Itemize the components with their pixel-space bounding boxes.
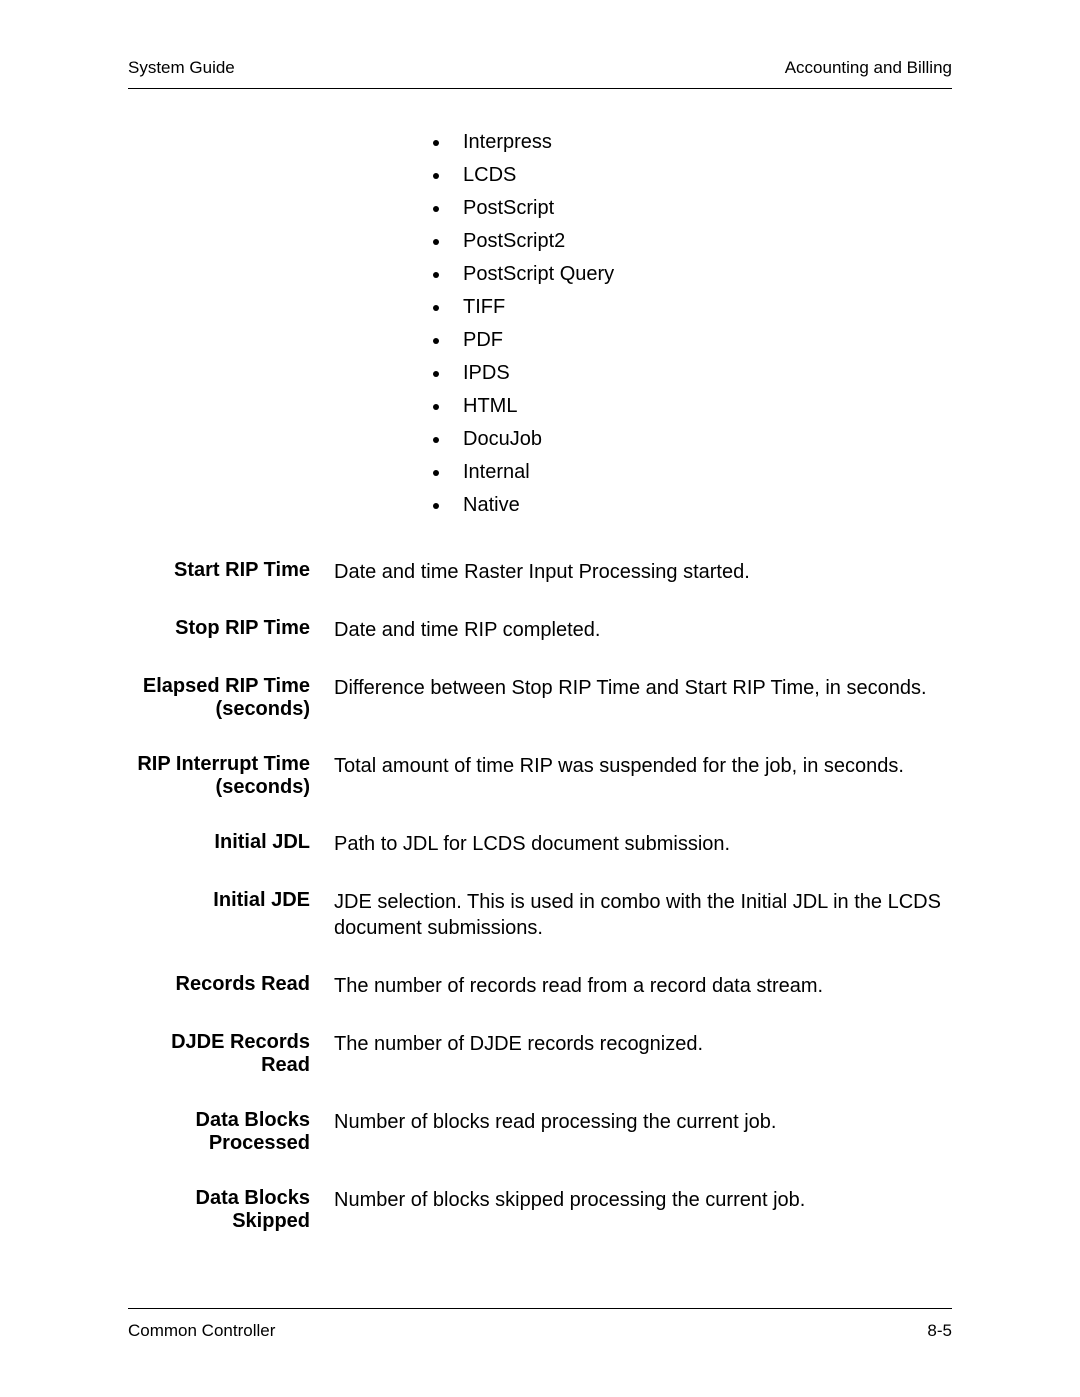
bullet-text: PostScript xyxy=(463,197,554,220)
bullet-text: PDF xyxy=(463,329,503,352)
list-item: LCDS xyxy=(433,164,952,187)
definition-row: Start RIP Time Date and time Raster Inpu… xyxy=(128,559,952,585)
footer-left: Common Controller xyxy=(128,1321,275,1341)
definition-row: Data Blocks Skipped Number of blocks ski… xyxy=(128,1187,952,1233)
header-left: System Guide xyxy=(128,58,235,78)
bullet-icon xyxy=(433,371,439,377)
definition-term: Data Blocks Processed xyxy=(128,1109,310,1155)
list-item: PostScript xyxy=(433,197,952,220)
definition-row: Initial JDE JDE selection. This is used … xyxy=(128,889,952,941)
bullet-icon xyxy=(433,503,439,509)
definition-term: DJDE Records Read xyxy=(128,1031,310,1077)
page-header: System Guide Accounting and Billing xyxy=(128,58,952,89)
bullet-text: TIFF xyxy=(463,296,505,319)
bullet-icon xyxy=(433,437,439,443)
header-right: Accounting and Billing xyxy=(785,58,952,78)
definition-description: Date and time Raster Input Processing st… xyxy=(310,559,952,585)
list-item: PostScript2 xyxy=(433,230,952,253)
bullet-text: PostScript Query xyxy=(463,263,614,286)
list-item: HTML xyxy=(433,395,952,418)
definition-row: Data Blocks Processed Number of blocks r… xyxy=(128,1109,952,1155)
definition-description: Path to JDL for LCDS document submission… xyxy=(310,831,952,857)
definition-row: Elapsed RIP Time (seconds) Difference be… xyxy=(128,675,952,721)
list-item: Interpress xyxy=(433,131,952,154)
definition-description: Difference between Stop RIP Time and Sta… xyxy=(310,675,952,721)
bullet-text: DocuJob xyxy=(463,428,542,451)
definition-term: RIP Interrupt Time (seconds) xyxy=(128,753,310,799)
definition-description: Total amount of time RIP was suspended f… xyxy=(310,753,952,799)
definition-row: Records Read The number of records read … xyxy=(128,973,952,999)
definition-description: The number of records read from a record… xyxy=(310,973,952,999)
bullet-text: IPDS xyxy=(463,362,510,385)
bullet-icon xyxy=(433,404,439,410)
definition-term: Stop RIP Time xyxy=(128,617,310,643)
bullet-icon xyxy=(433,173,439,179)
list-item: TIFF xyxy=(433,296,952,319)
bullet-icon xyxy=(433,470,439,476)
definition-row: DJDE Records Read The number of DJDE rec… xyxy=(128,1031,952,1077)
definition-row: Stop RIP Time Date and time RIP complete… xyxy=(128,617,952,643)
definition-term: Initial JDE xyxy=(128,889,310,941)
list-item: PDF xyxy=(433,329,952,352)
definition-term: Elapsed RIP Time (seconds) xyxy=(128,675,310,721)
bullet-icon xyxy=(433,338,439,344)
bullet-text: Native xyxy=(463,494,520,517)
page-content: Interpress LCDS PostScript PostScript2 P… xyxy=(128,89,952,1233)
bullet-icon xyxy=(433,140,439,146)
bullet-icon xyxy=(433,206,439,212)
list-item: Internal xyxy=(433,461,952,484)
bullet-text: PostScript2 xyxy=(463,230,565,253)
bullet-text: Interpress xyxy=(463,131,552,154)
bullet-icon xyxy=(433,305,439,311)
bullet-list: Interpress LCDS PostScript PostScript2 P… xyxy=(433,131,952,517)
list-item: IPDS xyxy=(433,362,952,385)
definition-row: Initial JDL Path to JDL for LCDS documen… xyxy=(128,831,952,857)
bullet-icon xyxy=(433,239,439,245)
definition-term: Initial JDL xyxy=(128,831,310,857)
definition-description: JDE selection. This is used in combo wit… xyxy=(310,889,952,941)
list-item: Native xyxy=(433,494,952,517)
list-item: DocuJob xyxy=(433,428,952,451)
definition-term: Records Read xyxy=(128,973,310,999)
footer-right: 8-5 xyxy=(927,1321,952,1341)
bullet-text: LCDS xyxy=(463,164,516,187)
page-footer: Common Controller 8-5 xyxy=(128,1308,952,1341)
definition-term: Data Blocks Skipped xyxy=(128,1187,310,1233)
definition-description: The number of DJDE records recognized. xyxy=(310,1031,952,1077)
bullet-text: Internal xyxy=(463,461,530,484)
definition-description: Number of blocks skipped processing the … xyxy=(310,1187,952,1233)
list-item: PostScript Query xyxy=(433,263,952,286)
bullet-text: HTML xyxy=(463,395,517,418)
definition-description: Number of blocks read processing the cur… xyxy=(310,1109,952,1155)
definition-row: RIP Interrupt Time (seconds) Total amoun… xyxy=(128,753,952,799)
definition-description: Date and time RIP completed. xyxy=(310,617,952,643)
bullet-icon xyxy=(433,272,439,278)
definition-term: Start RIP Time xyxy=(128,559,310,585)
